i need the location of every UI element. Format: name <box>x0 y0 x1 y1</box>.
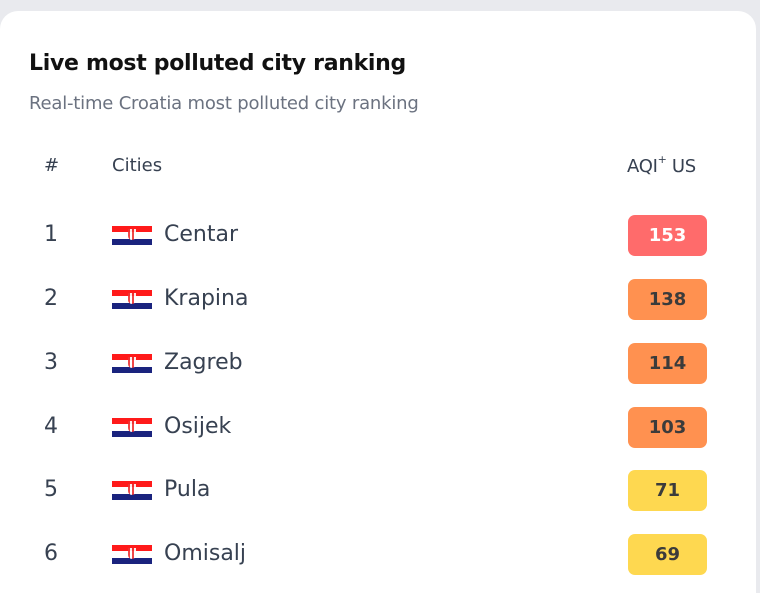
card-title: Live most polluted city ranking <box>29 51 406 76</box>
aqi-badge: 103 <box>628 407 707 448</box>
rank-number: 2 <box>44 286 58 311</box>
rank-number: 3 <box>44 350 58 375</box>
table-row[interactable]: 3 Zagreb 114 <box>0 342 756 384</box>
column-header-cities: Cities <box>112 155 163 176</box>
city-name-link[interactable]: Krapina <box>164 286 249 311</box>
table-row[interactable]: 1 Centar 153 <box>0 214 756 256</box>
croatia-flag-icon <box>112 226 152 245</box>
rank-number: 4 <box>44 414 58 439</box>
table-row[interactable]: 2 Krapina 138 <box>0 278 756 320</box>
city-name-link[interactable]: Centar <box>164 222 238 247</box>
city-name-link[interactable]: Zagreb <box>164 350 243 375</box>
aqi-us-label: US <box>666 156 696 177</box>
rank-number: 6 <box>44 541 58 566</box>
city-name-link[interactable]: Omisalj <box>164 541 247 566</box>
croatia-flag-icon <box>112 545 152 564</box>
croatia-flag-icon <box>112 354 152 373</box>
aqi-badge: 114 <box>628 343 707 384</box>
croatia-flag-icon <box>112 418 152 437</box>
aqi-plus-sup: + <box>657 153 667 166</box>
aqi-badge: 71 <box>628 470 707 511</box>
city-name-link[interactable]: Pula <box>164 477 211 502</box>
aqi-badge: 153 <box>628 215 707 256</box>
card-subtitle: Real-time Croatia most polluted city ran… <box>29 93 419 114</box>
column-header-rank: # <box>44 155 60 176</box>
aqi-badge: 138 <box>628 279 707 320</box>
aqi-badge: 69 <box>628 534 707 575</box>
aqi-label: AQI <box>627 156 658 177</box>
table-row[interactable]: 6 Omisalj 69 <box>0 533 756 575</box>
table-row[interactable]: 4 Osijek 103 <box>0 406 756 448</box>
table-row[interactable]: 5 Pula 71 <box>0 469 756 511</box>
rank-number: 5 <box>44 477 58 502</box>
rank-number: 1 <box>44 222 58 247</box>
croatia-flag-icon <box>112 290 152 309</box>
city-name-link[interactable]: Osijek <box>164 414 232 439</box>
croatia-flag-icon <box>112 481 152 500</box>
column-header-aqi: AQI+ US <box>627 153 696 177</box>
